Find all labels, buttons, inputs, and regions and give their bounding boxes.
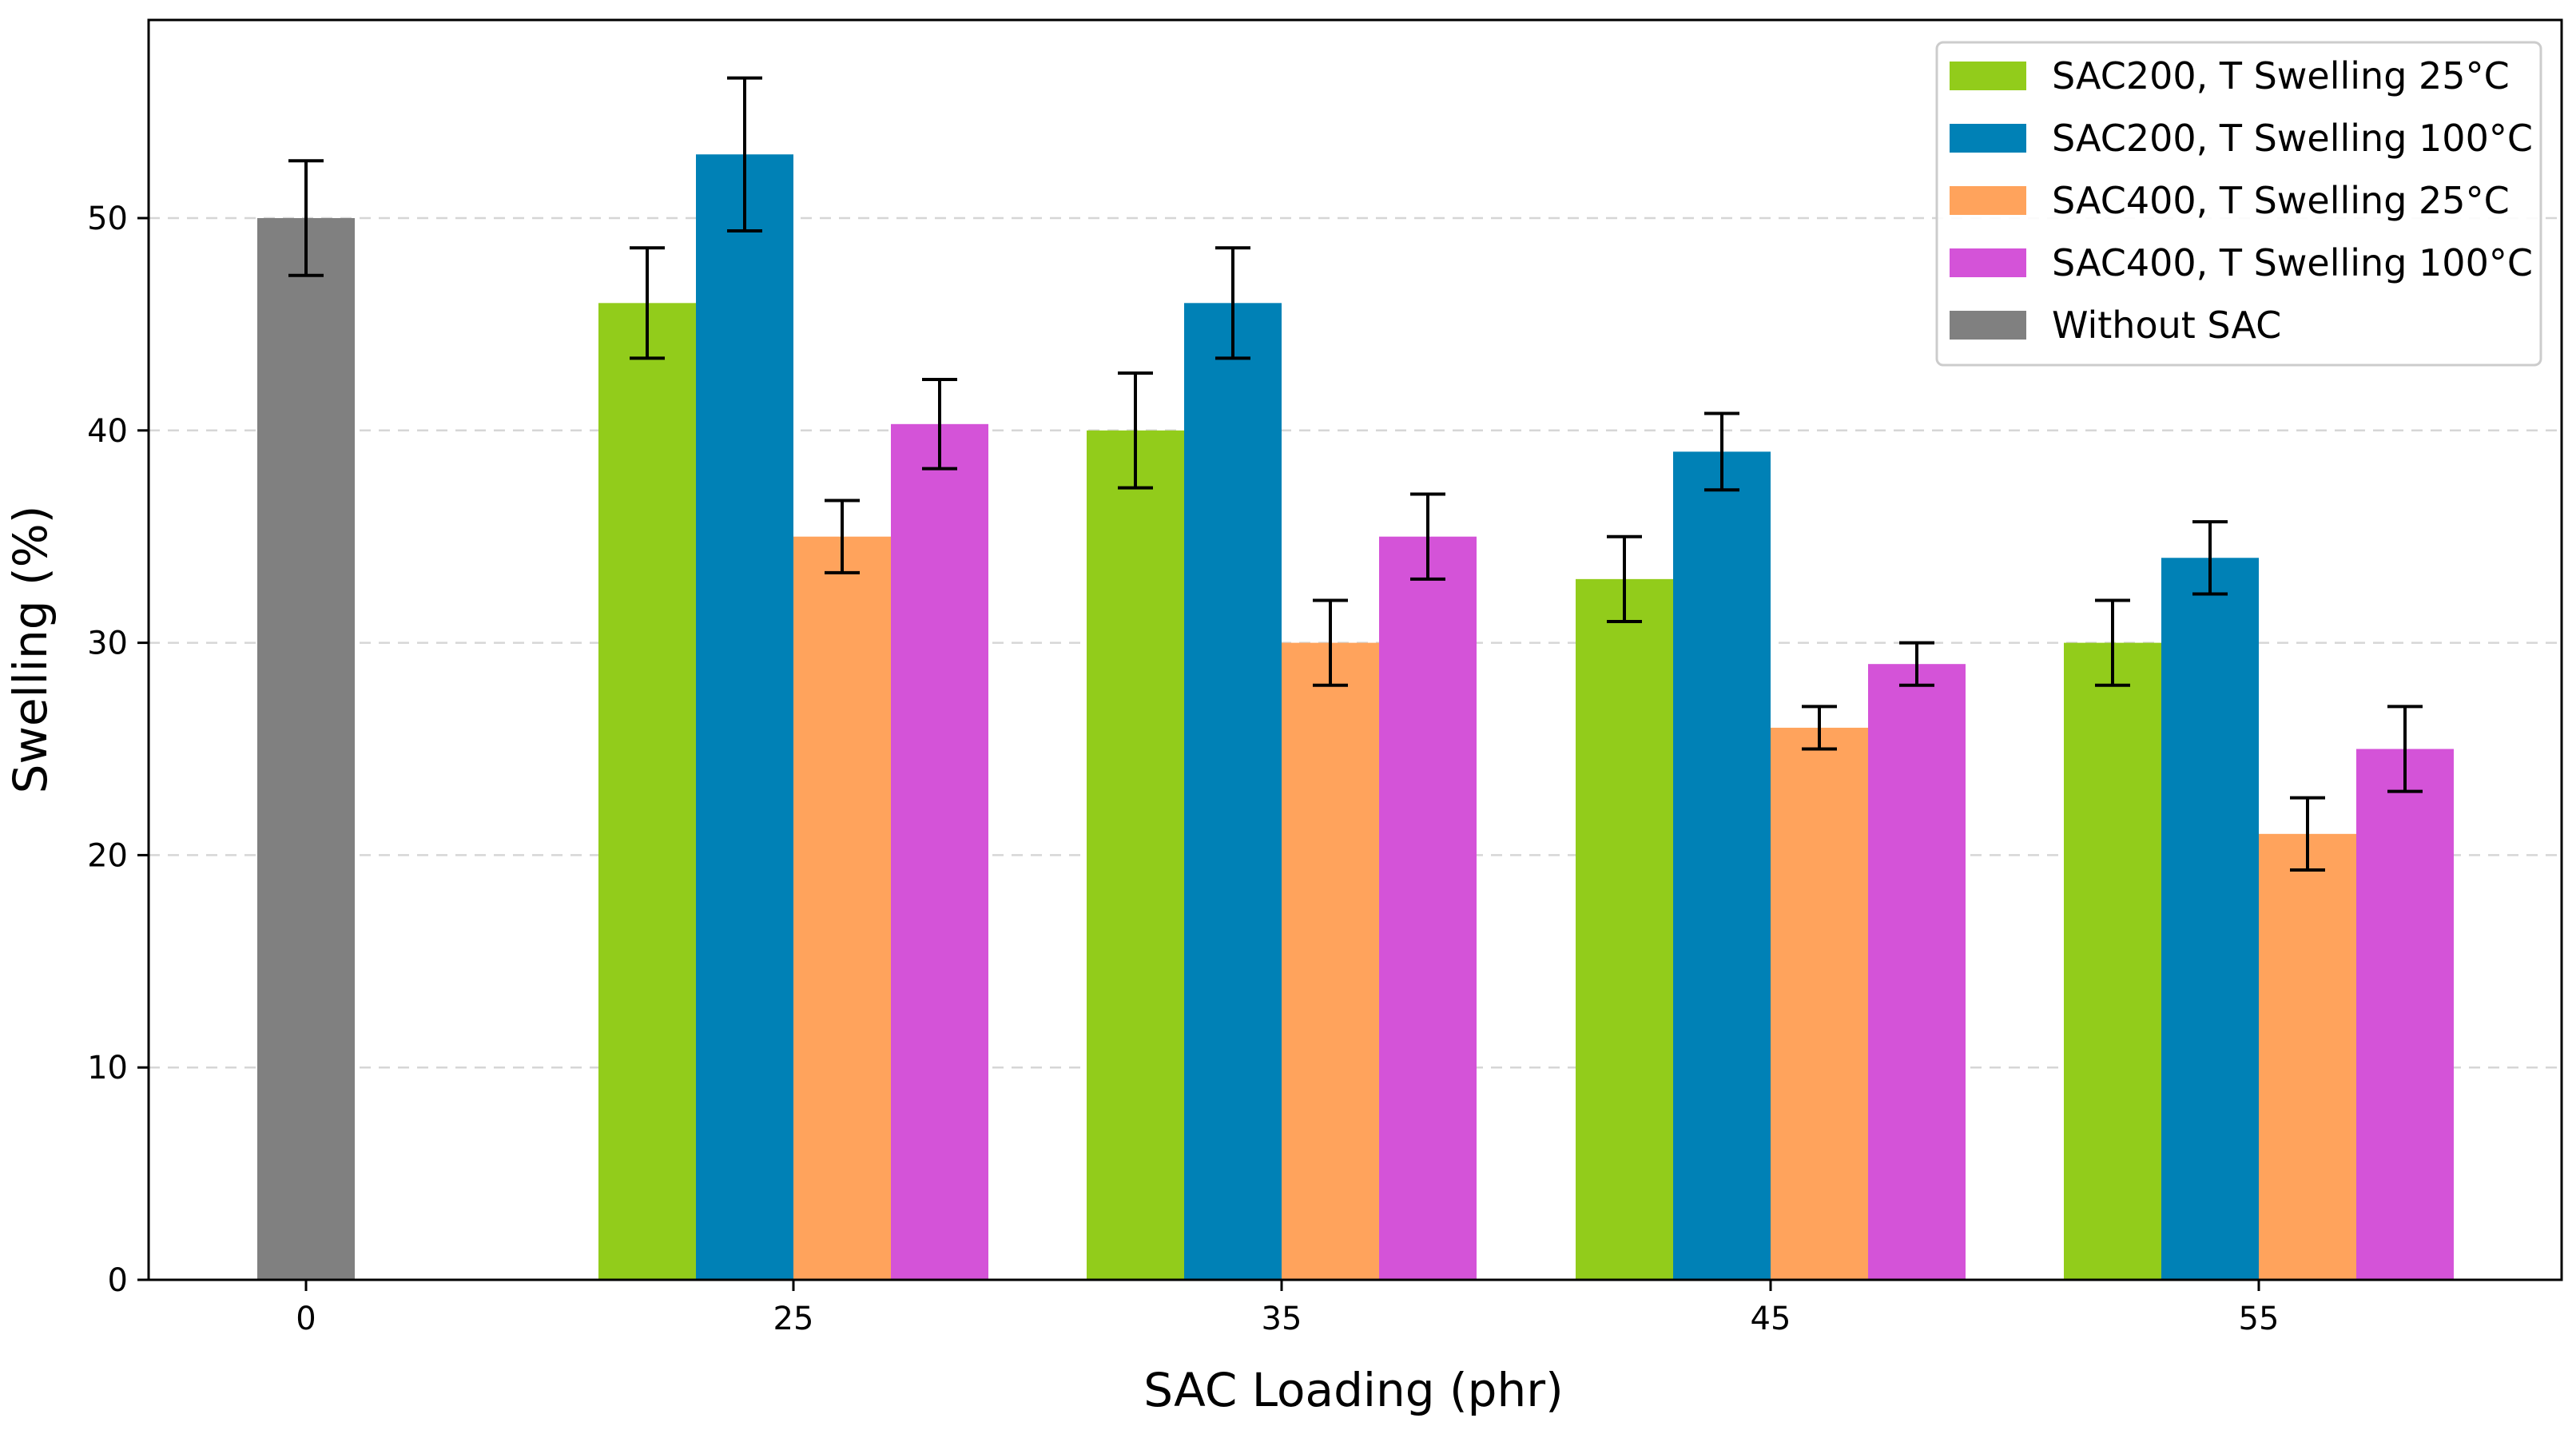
legend-box — [1935, 41, 2542, 367]
y-axis-ticks: 0 10 20 30 40 50 — [87, 201, 149, 1299]
x-tick-label: 35 — [1262, 1301, 1302, 1337]
legend-label: SAC200, T Swelling 100°C — [2052, 117, 2533, 160]
legend-swatch — [1950, 62, 2026, 90]
bar — [1771, 727, 1868, 1280]
bar — [1379, 536, 1477, 1280]
x-tick-label: 0 — [296, 1301, 316, 1337]
legend: SAC200, T Swelling 25°C SAC200, T Swellin… — [1935, 41, 2542, 367]
legend-label: SAC200, T Swelling 25°C — [2052, 54, 2510, 97]
bar — [2064, 642, 2161, 1280]
bar — [1673, 451, 1771, 1280]
bar — [2161, 558, 2259, 1280]
x-tick-label: 25 — [773, 1301, 814, 1337]
x-tick-label: 45 — [1751, 1301, 1791, 1337]
bar — [891, 423, 988, 1281]
bar — [1282, 642, 1379, 1280]
bar — [1868, 664, 1966, 1280]
bar — [696, 154, 793, 1280]
y-tick-label: 30 — [87, 626, 128, 662]
x-axis-title: SAC Loading (phr) — [1143, 1363, 1563, 1417]
y-axis-title: Swelling (%) — [3, 506, 58, 794]
y-tick-label: 50 — [87, 201, 128, 237]
error-bars — [288, 76, 2423, 872]
bar — [257, 218, 355, 1280]
legend-label: SAC400, T Swelling 25°C — [2052, 179, 2510, 222]
y-tick-label: 20 — [87, 837, 128, 874]
bar — [1087, 430, 1184, 1280]
legend-swatch — [1950, 311, 2026, 340]
legend-label: Without SAC — [2052, 304, 2281, 347]
x-axis-ticks: 0 25 35 45 55 — [296, 1280, 2279, 1337]
legend-swatch — [1950, 248, 2026, 277]
bar — [793, 536, 891, 1280]
legend-label: SAC400, T Swelling 100°C — [2052, 241, 2533, 284]
y-tick-label: 40 — [87, 413, 128, 450]
bar — [1184, 303, 1282, 1280]
bar — [598, 303, 696, 1280]
bars — [257, 154, 2454, 1281]
plot-frame — [147, 18, 2563, 1281]
bar — [2259, 833, 2356, 1280]
legend-swatch — [1950, 186, 2026, 215]
y-tick-label: 0 — [108, 1262, 128, 1299]
bar — [1576, 578, 1673, 1280]
y-tick-label: 10 — [87, 1050, 128, 1086]
legend-swatch — [1950, 124, 2026, 153]
x-tick-label: 55 — [2239, 1301, 2280, 1337]
bar — [2356, 749, 2454, 1280]
